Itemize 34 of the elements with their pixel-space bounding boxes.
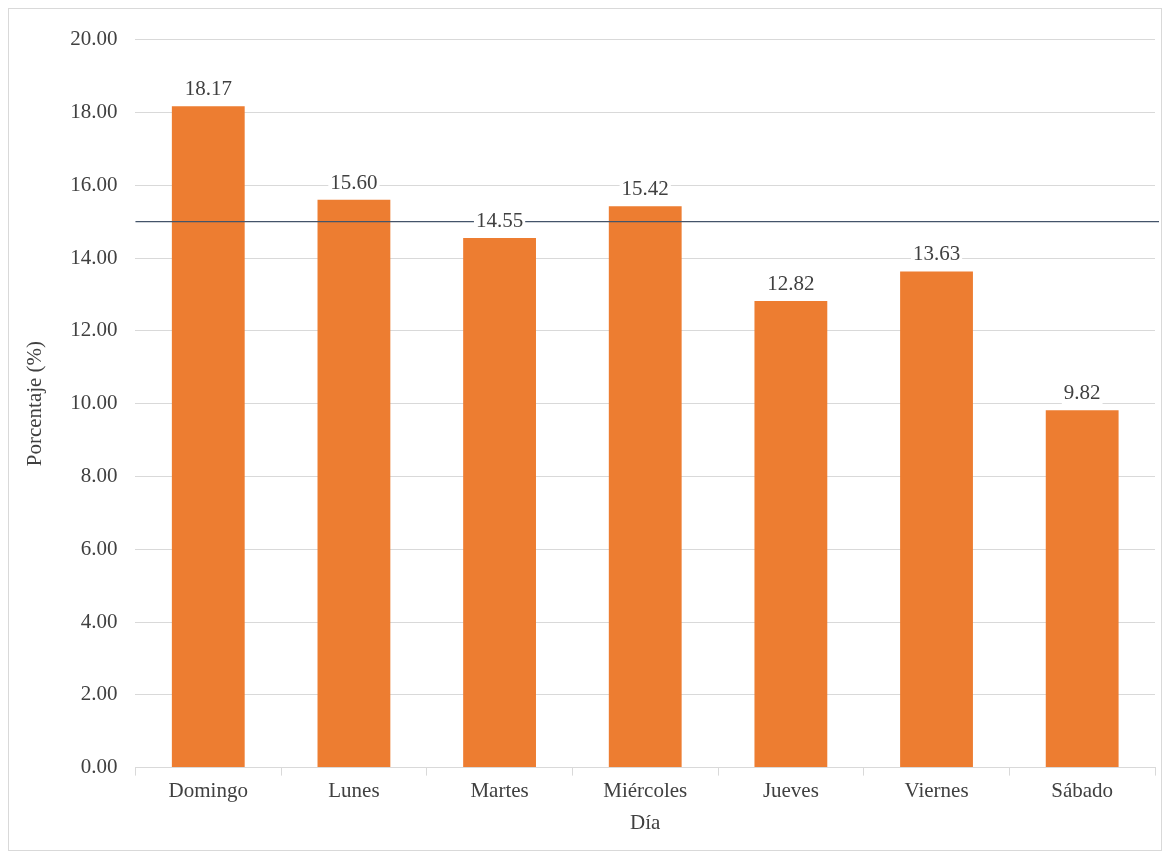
bar (900, 271, 973, 768)
bar (608, 206, 682, 768)
x-tick-label: Martes (470, 777, 529, 802)
bar (1045, 410, 1119, 768)
y-tick-label: 16.00 (70, 171, 118, 196)
y-tick-label: 10.00 (70, 390, 118, 415)
x-tick-label: Sábado (1051, 777, 1114, 802)
y-axis-title: Porcentaje (%) (22, 340, 47, 467)
x-tick-label: Viernes (904, 777, 969, 802)
y-tick-label: 12.00 (70, 317, 118, 342)
y-tick-label: 8.00 (80, 462, 118, 487)
data-label: 13.63 (912, 241, 961, 266)
data-label: 18.17 (184, 76, 232, 101)
y-tick-label: 0.00 (80, 754, 118, 779)
x-tick-label: Jueves (762, 777, 819, 802)
data-label: 9.82 (1063, 380, 1101, 405)
bar (754, 300, 828, 768)
x-axis-title: Día (630, 809, 662, 834)
x-tick-label: Miércoles (603, 777, 688, 802)
y-tick-label: 4.00 (80, 608, 118, 633)
data-label: 12.82 (767, 270, 815, 295)
data-label: 14.55 (475, 208, 524, 232)
y-tick-label: 6.00 (80, 535, 118, 560)
bar (317, 199, 391, 768)
bar (463, 237, 536, 768)
data-label: 15.60 (330, 169, 378, 194)
bar (171, 106, 245, 768)
y-tick-label: 2.00 (80, 681, 118, 706)
y-tick-label: 14.00 (70, 244, 118, 269)
y-tick-label: 18.00 (70, 98, 118, 123)
y-tick-label: 20.00 (70, 26, 118, 51)
x-tick-label: Lunes (328, 777, 380, 802)
x-tick-label: Domingo (168, 777, 248, 802)
data-label: 15.42 (621, 176, 669, 201)
